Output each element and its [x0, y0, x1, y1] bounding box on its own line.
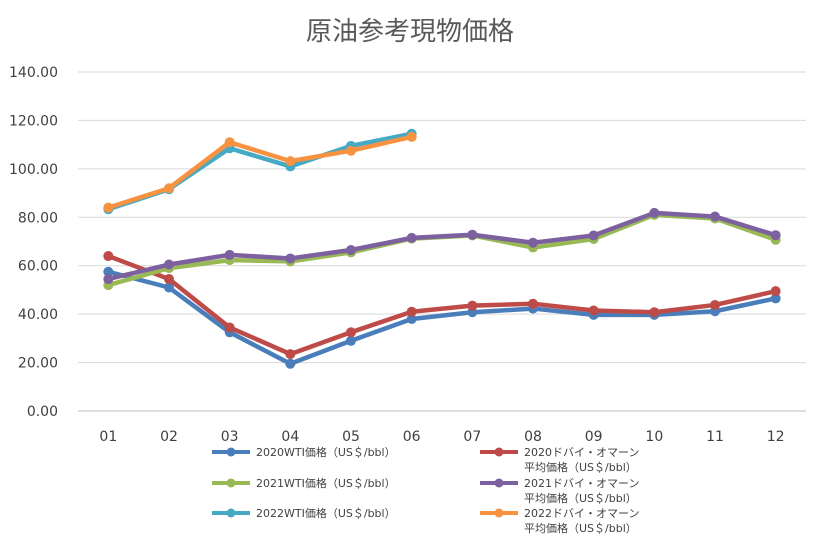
legend: 2020WTI価格（US＄/bbl） 2020ドバイ・オマーン平均価格（US＄/b…: [212, 445, 639, 535]
legend-item-4: 2021ドバイ・オマーン平均価格（US＄/bbl）: [480, 477, 639, 505]
legend-swatch-marker: [226, 447, 236, 457]
data-point: [770, 293, 781, 304]
data-point: [285, 253, 296, 264]
legend-label: 2022WTI価格（US＄/bbl）: [256, 506, 396, 520]
series-line: [106, 210, 778, 282]
y-tick-label: 0.00: [27, 404, 58, 420]
legend-swatch-marker: [226, 508, 236, 518]
legend-item-1: 2020WTI価格（US＄/bbl）: [212, 445, 396, 459]
data-point: [285, 156, 296, 167]
data-point: [103, 274, 114, 285]
y-tick-label: 80.00: [18, 210, 58, 226]
x-tick-label: 11: [706, 429, 724, 445]
data-point: [770, 286, 781, 297]
data-point: [224, 137, 235, 148]
data-point: [710, 299, 720, 310]
data-point: [224, 249, 235, 260]
data-point: [467, 229, 478, 240]
series-line: [106, 269, 778, 367]
legend-swatch-marker: [494, 447, 504, 457]
y-axis-ticks: 0.00 20.00 40.00 60.00 80.00 100.00 120.00 140.…: [9, 65, 58, 420]
x-tick-label: 04: [281, 429, 299, 445]
data-point: [406, 306, 417, 317]
legend-swatch-marker: [494, 478, 504, 488]
y-tick-label: 60.00: [18, 259, 58, 275]
data-point: [528, 237, 538, 248]
x-tick-label: 12: [767, 429, 785, 445]
data-point: [164, 274, 174, 285]
series-group: [103, 128, 781, 369]
y-tick-label: 20.00: [18, 356, 58, 372]
gridlines: [78, 71, 806, 412]
data-point: [164, 183, 174, 194]
data-point: [224, 322, 235, 333]
data-point: [528, 298, 538, 309]
legend-label: 2021ドバイ・オマーン平均価格（US＄/bbl）: [524, 477, 639, 505]
data-point: [710, 211, 720, 222]
series-line: [106, 134, 414, 210]
data-point: [649, 307, 660, 318]
legend-label: 2020ドバイ・オマーン平均価格（US＄/bbl）: [524, 446, 639, 474]
y-tick-label: 140.00: [9, 65, 58, 81]
data-point: [588, 305, 599, 316]
series-4: [103, 207, 781, 285]
series-line: [106, 212, 778, 288]
data-point: [285, 349, 296, 360]
data-point: [346, 244, 356, 255]
data-point: [346, 145, 356, 156]
y-tick-label: 40.00: [18, 307, 58, 323]
x-axis-ticks: 01 02 03 04 05 06 07 08 09 10 11 12: [99, 429, 784, 445]
data-point: [770, 230, 781, 241]
data-point: [467, 300, 478, 311]
data-point: [406, 131, 417, 142]
x-tick-label: 08: [524, 429, 542, 445]
series-6: [103, 131, 417, 213]
legend-item-5: 2022WTI価格（US＄/bbl）: [212, 506, 396, 520]
legend-item-2: 2020ドバイ・オマーン平均価格（US＄/bbl）: [480, 446, 639, 474]
x-tick-label: 10: [645, 429, 663, 445]
legend-swatch-marker: [226, 478, 236, 488]
series-3: [103, 209, 781, 291]
x-tick-label: 05: [342, 429, 360, 445]
data-point: [588, 230, 599, 241]
chart-title: 原油参考現物価格: [306, 17, 514, 47]
data-point: [346, 327, 356, 338]
series-1: [103, 266, 781, 369]
legend-label: 2022ドバイ・オマーン平均価格（US＄/bbl）: [524, 507, 639, 535]
legend-item-3: 2021WTI価格（US＄/bbl）: [212, 476, 396, 490]
y-tick-label: 120.00: [9, 113, 58, 129]
data-point: [406, 232, 417, 243]
x-tick-label: 06: [403, 429, 421, 445]
legend-label: 2021WTI価格（US＄/bbl）: [256, 476, 396, 490]
legend-item-6: 2022ドバイ・オマーン平均価格（US＄/bbl）: [480, 507, 639, 535]
x-tick-label: 09: [585, 429, 603, 445]
series-5: [103, 128, 417, 215]
x-tick-label: 01: [99, 429, 117, 445]
data-point: [406, 313, 417, 324]
data-point: [285, 358, 296, 369]
x-tick-label: 07: [463, 429, 481, 445]
data-point: [103, 251, 114, 262]
data-point: [164, 259, 174, 270]
series-2: [103, 251, 781, 360]
y-tick-label: 100.00: [9, 162, 58, 178]
x-tick-label: 03: [221, 429, 239, 445]
data-point: [103, 202, 114, 213]
legend-label: 2020WTI価格（US＄/bbl）: [256, 445, 396, 459]
data-point: [346, 335, 356, 346]
series-line: [106, 253, 778, 357]
data-point: [164, 282, 174, 293]
data-point: [103, 266, 114, 277]
data-point: [649, 207, 660, 218]
x-tick-label: 02: [160, 429, 178, 445]
legend-swatch-marker: [494, 508, 504, 518]
